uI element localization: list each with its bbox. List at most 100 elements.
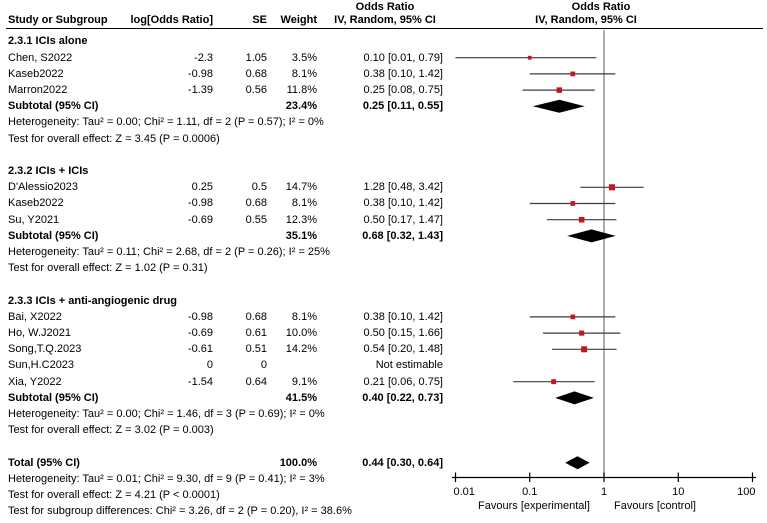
row-note: Heterogeneity: Tau² = 0.01; Chi² = 9.30,… (0, 471, 767, 487)
ci-text: 0.50 [0.17, 1.47] (363, 213, 443, 226)
ci-text: 0.25 [0.08, 0.75] (363, 84, 443, 96)
logor-value: -0.69 (187, 213, 213, 226)
row-study: Ho, W.J2021 -0.69 0.61 10.0% 0.50 [0.15, 1.6… (0, 325, 767, 341)
axis-tick-label: 1 (601, 486, 607, 498)
ci-text: 0.50 [0.15, 1.66] (363, 327, 443, 339)
logor-value: -0.69 (187, 327, 213, 339)
col-header-or-title: Odds Ratio (355, 1, 415, 13)
se-value: 0.5 (251, 181, 267, 194)
row-study: Sun,H.C2023 0 0 Not estimable (0, 357, 767, 373)
row-subtotal: Subtotal (95% CI) 35.1% 0.68 [0.32, 1.43] (0, 228, 767, 244)
row-note: Test for overall effect: Z = 3.45 (P = 0… (0, 131, 767, 147)
row-study: Kaseb2022 -0.98 0.68 8.1% 0.38 [0.10, 1.42] (0, 66, 767, 82)
ci-text: 0.44 [0.30, 0.64] (362, 456, 443, 469)
row-note: Test for subgroup differences: Chi² = 3.… (0, 503, 767, 519)
row-note: Heterogeneity: Tau² = 0.00; Chi² = 1.11,… (0, 114, 767, 130)
weight-value: 23.4% (285, 100, 317, 113)
weight-value: 100.0% (279, 456, 317, 469)
weight-value: 3.5% (291, 51, 317, 64)
weight-value: 14.7% (285, 181, 317, 194)
study-label: Chen, S2022 (8, 51, 73, 64)
weight-value: 35.1% (285, 229, 317, 242)
effect-marker (570, 314, 576, 320)
effect-marker (608, 184, 616, 191)
ci-text: 0.38 [0.10, 1.42] (363, 310, 443, 323)
ci-text: 0.38 [0.10, 1.42] (363, 67, 443, 80)
row-study: Chen, S2022 -2.3 1.05 3.5% 0.10 [0.01, 0.79] (0, 50, 767, 66)
se-value: 0.55 (245, 213, 267, 226)
ci-text: 0.10 [0.01, 0.79] (363, 51, 443, 64)
study-label: 2.3.2 ICIs + ICIs (8, 165, 89, 177)
logor-value: -0.98 (187, 310, 213, 323)
se-value: 0.56 (245, 84, 267, 96)
row-subtotal: Subtotal (95% CI) 23.4% 0.25 [0.11, 0.55] (0, 98, 767, 114)
header-underline (6, 28, 763, 29)
study-label: Test for overall effect: Z = 3.02 (P = 0… (8, 424, 214, 437)
se-value: 0 (260, 359, 267, 372)
study-label: Heterogeneity: Tau² = 0.01; Chi² = 9.30,… (8, 472, 325, 485)
row-section: 2.3.3 ICIs + anti-angiogenic drug (0, 293, 767, 309)
se-value: 0.64 (245, 375, 267, 388)
study-label: Heterogeneity: Tau² = 0.00; Chi² = 1.46,… (8, 408, 325, 420)
logor-value: -1.39 (187, 84, 213, 96)
weight-value: 11.8% (286, 84, 317, 96)
weight-value: 9.1% (291, 375, 317, 388)
row-note: Heterogeneity: Tau² = 0.00; Chi² = 1.46,… (0, 406, 767, 422)
study-label: Test for overall effect: Z = 4.21 (P < 0… (8, 489, 220, 501)
col-header-logor: log[Odds Ratio] (130, 14, 214, 26)
se-value: 1.05 (245, 51, 267, 64)
study-label: Ho, W.J2021 (8, 327, 71, 339)
ci-text: 1.28 [0.48, 3.42] (363, 181, 443, 194)
logor-value: -2.3 (194, 51, 213, 64)
weight-value: 8.1% (291, 197, 317, 210)
col-header-se: SE (252, 14, 267, 26)
ci-text: 0.25 [0.11, 0.55] (362, 100, 443, 113)
axis-favours-right: Favours [control] (614, 500, 696, 512)
ci-text: 0.21 [0.06, 0.75] (363, 375, 443, 388)
row-note: Heterogeneity: Tau² = 0.11; Chi² = 2.68,… (0, 244, 767, 260)
axis-favours-left: Favours [experimental] (478, 500, 590, 512)
plot-header-or-method: IV, Random, 95% CI (535, 14, 637, 26)
study-label: Sun,H.C2023 (8, 359, 75, 372)
axis-tick-label: 100 (737, 486, 755, 498)
row-subtotal: Subtotal (95% CI) 41.5% 0.40 [0.22, 0.73] (0, 390, 767, 406)
study-label: D'Alessio2023 (8, 181, 78, 194)
row-study: Xia, Y2022 -1.54 0.64 9.1% 0.21 [0.06, 0.75] (0, 374, 767, 390)
effect-marker (579, 330, 585, 336)
study-label: Subtotal (95% CI) (8, 229, 99, 242)
row-total: Total (95% CI) 100.0% 0.44 [0.30, 0.64] (0, 455, 767, 471)
row-study: Bai, X2022 -0.98 0.68 8.1% 0.38 [0.10, 1.42] (0, 309, 767, 325)
se-value: 0.61 (245, 327, 267, 339)
study-label: Test for subgroup differences: Chi² = 3.… (8, 505, 352, 518)
row-note: Test for overall effect: Z = 4.21 (P < 0… (0, 487, 767, 503)
study-label: Heterogeneity: Tau² = 0.11; Chi² = 2.68,… (8, 246, 330, 258)
study-label: Test for overall effect: Z = 1.02 (P = 0… (8, 262, 208, 275)
ci-text: 0.68 [0.32, 1.43] (362, 229, 443, 242)
plot-header-or-title: Odds Ratio (571, 1, 631, 13)
weight-value: 14.2% (285, 343, 317, 356)
study-label: Subtotal (95% CI) (8, 391, 99, 404)
weight-value: 10.0% (285, 327, 317, 339)
axis-tick-label: 0.01 (454, 486, 475, 498)
subtotal-diamond (555, 391, 594, 405)
effect-marker (556, 87, 563, 93)
row-study: Marron2022 -1.39 0.56 11.8% 0.25 [0.08, 0.75… (0, 82, 767, 98)
effect-marker (527, 55, 532, 60)
effect-marker (570, 201, 576, 206)
row-note: Test for overall effect: Z = 1.02 (P = 0… (0, 260, 767, 276)
ci-text: 0.38 [0.10, 1.42] (363, 197, 443, 210)
effect-marker (581, 346, 588, 353)
study-label: Heterogeneity: Tau² = 0.00; Chi² = 1.11,… (8, 116, 324, 129)
study-label: Xia, Y2022 (8, 375, 62, 388)
se-value: 0.68 (245, 67, 267, 80)
weight-value: 41.5% (285, 391, 317, 404)
row-study: Song,T.Q.2023 -0.61 0.51 14.2% 0.54 [0.20, 1… (0, 341, 767, 357)
effect-marker (578, 216, 585, 223)
axis-tick-label: 0.1 (522, 486, 537, 498)
logor-value: -0.98 (187, 67, 213, 80)
effect-marker (570, 71, 576, 77)
study-label: Subtotal (95% CI) (8, 100, 99, 113)
study-label: Su, Y2021 (8, 213, 60, 226)
row-section: 2.3.1 ICIs alone (0, 33, 767, 49)
row-study: Su, Y2021 -0.69 0.55 12.3% 0.50 [0.17, 1.47] (0, 212, 767, 228)
